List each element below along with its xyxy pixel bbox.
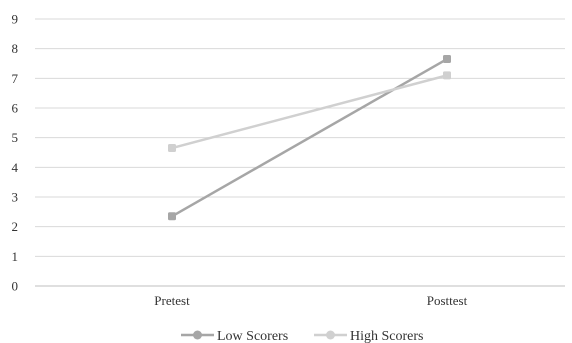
legend: Low Scorers High Scorers (181, 329, 424, 343)
legend-label-high-scorers: High Scorers (350, 329, 424, 343)
data-point-high-scorers-posttest (443, 71, 451, 80)
y-tick-label: 4 (12, 160, 19, 175)
data-point-low-scorers-pretest (168, 212, 176, 221)
series-group (168, 55, 451, 221)
y-axis-tick-labels: 0 1 2 3 4 5 6 7 8 9 (12, 12, 19, 294)
series-line-high-scorers (171, 74, 448, 150)
x-axis-tick-labels: Pretest Posttest (154, 293, 467, 308)
x-tick-label-posttest: Posttest (427, 293, 468, 308)
y-tick-label: 9 (12, 12, 19, 27)
y-tick-label: 8 (12, 41, 19, 56)
y-tick-label: 5 (12, 130, 19, 145)
legend-label-low-scorers: Low Scorers (217, 329, 288, 343)
y-tick-label: 0 (12, 279, 19, 294)
y-tick-label: 6 (12, 101, 19, 116)
data-point-low-scorers-posttest (443, 55, 451, 64)
legend-marker-low-scorers (193, 330, 202, 340)
gridlines (35, 18, 565, 287)
y-tick-label: 7 (12, 71, 19, 86)
data-point-high-scorers-pretest (168, 144, 176, 153)
y-tick-label: 3 (12, 190, 19, 205)
series-line-low-scorers (171, 57, 448, 218)
y-tick-label: 2 (12, 219, 19, 234)
x-tick-label-pretest: Pretest (154, 293, 190, 308)
y-tick-label: 1 (12, 249, 19, 264)
legend-marker-high-scorers (326, 330, 335, 340)
